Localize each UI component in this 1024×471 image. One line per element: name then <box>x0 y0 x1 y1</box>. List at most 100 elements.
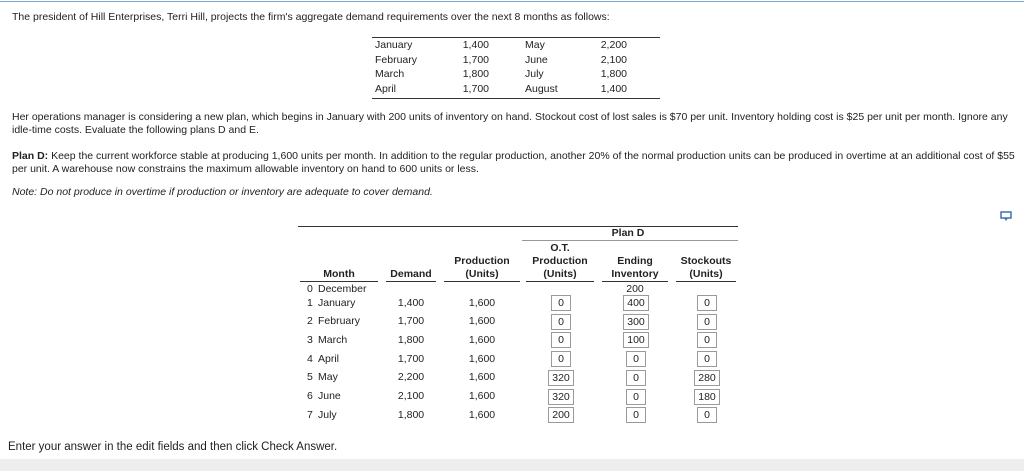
cell: 1,700 <box>397 352 425 365</box>
input-field[interactable]: 180 <box>694 388 720 405</box>
cell: 2,200 <box>397 371 425 384</box>
header-rule <box>386 281 436 282</box>
input-field[interactable]: 0 <box>551 313 571 330</box>
input-field[interactable]: 0 <box>626 351 646 368</box>
month: May <box>525 39 545 51</box>
input-field[interactable]: 320 <box>548 369 574 386</box>
month: June <box>525 53 548 66</box>
group-header: Plan D <box>611 227 645 239</box>
note: Note: Do not produce in overtime if prod… <box>12 186 433 198</box>
column-header: Stockouts <box>680 255 732 267</box>
column-header: Ending <box>617 255 653 267</box>
column-header: Production <box>532 255 588 267</box>
month: December <box>318 282 367 295</box>
month: July <box>318 408 337 421</box>
plan-d-text: Keep the current workforce stable at pro… <box>12 150 1015 175</box>
column-header: Production <box>454 255 510 267</box>
column-header: Demand <box>390 268 432 280</box>
cell: 1,600 <box>468 315 496 328</box>
bottom-bar <box>0 459 1024 471</box>
cell: 200 <box>626 282 644 295</box>
column-header: (Units) <box>543 268 577 280</box>
month: February <box>318 315 361 328</box>
month: March <box>375 68 405 80</box>
input-field[interactable]: 0 <box>697 332 717 349</box>
input-field[interactable]: 400 <box>623 295 649 311</box>
input-field[interactable]: 0 <box>551 295 571 311</box>
row-number: 7 <box>307 408 313 421</box>
demand: 1,700 <box>462 82 489 95</box>
input-field[interactable]: 0 <box>697 313 717 330</box>
row-number: 6 <box>307 390 313 402</box>
cell: 1,800 <box>397 333 425 346</box>
month: July <box>525 68 544 80</box>
demand: 1,700 <box>462 53 489 66</box>
demand: 1,400 <box>462 39 489 51</box>
input-field[interactable]: 0 <box>626 407 646 424</box>
month: August <box>525 82 558 95</box>
edit-icon[interactable] <box>1000 210 1014 222</box>
row-number: 5 <box>307 371 313 384</box>
input-field[interactable]: 0 <box>551 351 571 368</box>
input-field[interactable]: 320 <box>548 388 574 405</box>
cell: 1,700 <box>397 315 425 328</box>
top-rule <box>0 1 1024 2</box>
cell: 1,600 <box>468 333 496 346</box>
column-header: Inventory <box>611 268 659 280</box>
demand: 1,800 <box>462 68 489 80</box>
input-field[interactable]: 0 <box>697 407 717 424</box>
plan-d-label: Plan D: <box>12 150 49 162</box>
header-rule <box>444 281 520 282</box>
demand: 1,400 <box>600 82 627 95</box>
header-rule <box>526 281 594 282</box>
row-number: 4 <box>307 352 313 365</box>
cell: 1,600 <box>468 296 496 309</box>
rule <box>372 98 660 99</box>
input-field[interactable]: 0 <box>697 351 717 368</box>
cell: 1,600 <box>468 352 496 365</box>
rule <box>522 240 738 241</box>
demand: 2,200 <box>600 39 627 51</box>
input-field[interactable]: 0 <box>551 332 571 349</box>
cell: 2,100 <box>397 390 425 402</box>
month: January <box>318 296 356 309</box>
demand: 2,100 <box>600 53 627 66</box>
cell: 1,600 <box>468 371 496 384</box>
month: March <box>318 333 348 346</box>
rule <box>298 226 738 227</box>
month: April <box>318 352 340 365</box>
input-field[interactable]: 280 <box>694 369 720 386</box>
intro: The president of Hill Enterprises, Terri… <box>12 11 610 23</box>
input-field[interactable]: 0 <box>626 369 646 386</box>
column-header: O.T. <box>550 242 570 254</box>
rule <box>372 37 660 38</box>
input-field[interactable]: 0 <box>697 295 717 311</box>
month: January <box>375 39 413 51</box>
month: February <box>375 53 418 66</box>
column-header: (Units) <box>465 268 499 280</box>
cell: 1,400 <box>397 296 425 309</box>
month: June <box>318 390 341 402</box>
column-header: Month <box>323 268 355 280</box>
cell: 1,600 <box>468 390 496 402</box>
input-field[interactable]: 300 <box>623 313 649 330</box>
header-rule <box>300 281 378 282</box>
row-number: 3 <box>307 333 313 346</box>
input-field[interactable]: 0 <box>626 388 646 405</box>
input-field[interactable]: 200 <box>548 407 574 424</box>
header-rule <box>676 281 736 282</box>
input-field[interactable]: 100 <box>623 332 649 349</box>
month: April <box>375 82 397 95</box>
row-number: 2 <box>307 315 313 328</box>
cell: 1,600 <box>468 408 496 421</box>
footer: Enter your answer in the edit fields and… <box>8 441 338 453</box>
plan-d: Plan D: Keep the current workforce stabl… <box>12 150 1017 176</box>
header-rule <box>602 281 668 282</box>
row-number: 0 <box>307 282 313 295</box>
row-number: 1 <box>307 296 313 309</box>
column-header: (Units) <box>689 268 723 280</box>
demand: 1,800 <box>600 68 627 80</box>
month: May <box>318 371 338 384</box>
cell: 1,800 <box>397 408 425 421</box>
